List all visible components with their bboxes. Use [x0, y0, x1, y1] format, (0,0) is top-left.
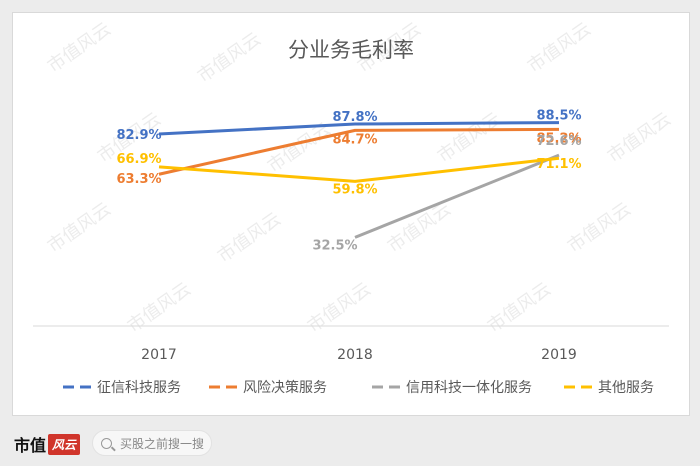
search-placeholder: 买股之前搜一搜: [120, 436, 205, 451]
series-line[interactable]: [158, 127, 560, 176]
legend-label[interactable]: 信用科技一体化服务: [406, 380, 532, 396]
data-label: 84.7%: [332, 132, 377, 147]
watermark-text: 市值风云: [524, 19, 595, 77]
data-label: 63.3%: [116, 172, 161, 187]
watermark-text: 市值风云: [604, 109, 675, 167]
data-label: 82.9%: [116, 128, 161, 143]
x-tick-label: 2019: [541, 347, 577, 363]
series-line[interactable]: [158, 121, 560, 136]
chart-card: 市值风云 市值风云 市值风云 市值风云 市值风云 市值风云 市值风云 市值风云 市值风云 市值风云…: [12, 12, 690, 416]
data-label: 87.8%: [332, 110, 377, 125]
watermark-text: 市值风云: [214, 209, 285, 267]
footer-bar: 市值 风云 买股之前搜一搜: [0, 422, 700, 466]
series-line[interactable]: [354, 153, 560, 239]
x-tick-label: 2017: [141, 347, 177, 363]
data-label: 59.8%: [332, 182, 377, 197]
watermark-text: 市值风云: [304, 279, 375, 337]
watermark-text: 市值风云: [44, 199, 115, 257]
legend-label[interactable]: 风险决策服务: [243, 379, 327, 396]
watermark-text: 市值风云: [564, 199, 635, 257]
data-label: 85.2%: [536, 131, 581, 146]
watermark-text: 市值风云: [484, 279, 555, 337]
data-label: 88.5%: [536, 109, 581, 124]
watermark-text: 市值风云: [384, 199, 455, 257]
data-label: 66.9%: [116, 152, 161, 167]
data-label: 71.1%: [536, 157, 581, 172]
legend-label[interactable]: 征信科技服务: [97, 380, 181, 396]
watermark-text: 市值风云: [434, 109, 505, 167]
brand[interactable]: 市值 风云: [14, 432, 81, 456]
watermark-text: 市值风云: [124, 279, 195, 337]
watermark-text: 市值风云: [194, 29, 265, 87]
data-label: 72.6%: [536, 134, 581, 149]
chart-title: 分业务毛利率: [288, 38, 414, 62]
x-tick-label: 2018: [337, 347, 373, 363]
data-label: 32.5%: [312, 238, 357, 253]
series-line[interactable]: [158, 156, 560, 183]
brand-name: 市值: [14, 436, 47, 455]
search-icon: [101, 437, 112, 449]
brand-logo: 风云: [48, 433, 81, 455]
legend-label[interactable]: 其他服务: [598, 380, 654, 396]
search-input[interactable]: 买股之前搜一搜: [92, 430, 212, 456]
watermark-text: 市值风云: [44, 19, 115, 77]
